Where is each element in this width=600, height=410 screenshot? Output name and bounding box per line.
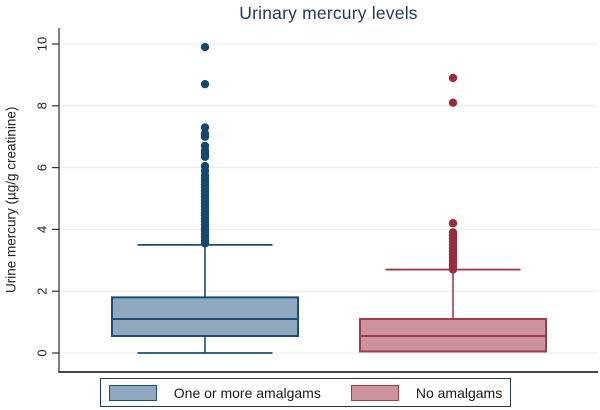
legend-entry-amalgams: One or more amalgams: [108, 384, 321, 401]
box-plot-chart: 0 2 4 6 8 10: [35, 28, 598, 373]
chart-title: Urinary mercury levels: [239, 3, 418, 23]
series-1-outlier: [448, 73, 458, 83]
legend: One or more amalgams No amalgams: [100, 378, 511, 407]
y-tick-label: 0: [35, 349, 50, 356]
legend-label-no-amalgams: No amalgams: [415, 384, 503, 401]
y-tick-label: 6: [35, 164, 50, 171]
series-1-outlier: [448, 98, 458, 107]
series-1-outlier: [448, 219, 458, 228]
series-0-outlier: [200, 123, 210, 132]
y-tick-label: 10: [35, 37, 50, 51]
series-0-outlier: [200, 132, 210, 141]
legend-entry-no-amalgams: No amalgams: [350, 384, 503, 401]
legend-swatch-amalgams: [108, 384, 157, 401]
y-tick-label: 4: [35, 226, 50, 233]
series-1-outlier: [448, 265, 458, 274]
series-0-box: [111, 296, 299, 338]
series-0-outlier: [200, 42, 210, 52]
series-0-outlier: [200, 239, 210, 248]
legend-swatch-no-amalgams: [350, 384, 399, 401]
series-0-outlier: [200, 79, 210, 89]
y-tick-label: 8: [35, 102, 50, 109]
series-0-outlier: [200, 152, 210, 161]
y-tick-label: 2: [35, 288, 50, 295]
legend-label-amalgams: One or more amalgams: [173, 384, 321, 401]
